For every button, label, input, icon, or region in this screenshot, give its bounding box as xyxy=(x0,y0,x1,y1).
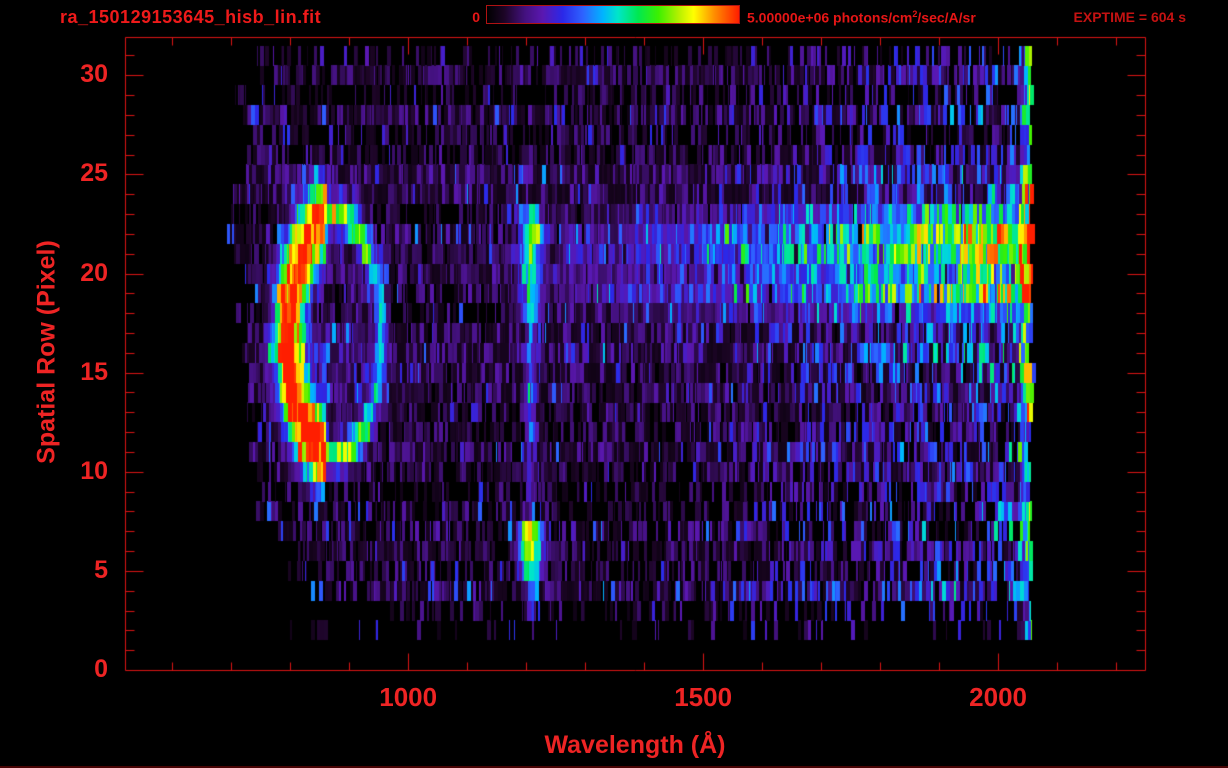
y-tick-label: 15 xyxy=(80,357,108,386)
x-tick-label: 1500 xyxy=(674,682,733,712)
colorbar-max-label: 5.00000e+06 photons/cm2/sec/A/sr xyxy=(747,9,976,26)
colorbar-gradient xyxy=(486,5,740,24)
window-frame-line-bottom xyxy=(0,766,1228,768)
exptime-label: EXPTIME = 604 s xyxy=(1073,9,1186,25)
colorbar-min-label: 0 xyxy=(472,9,480,25)
y-tick-label: 5 xyxy=(94,555,108,584)
y-axis-title: Spatial Row (Pixel) xyxy=(32,240,61,464)
colorbar-max-units: /sec/A/sr xyxy=(917,9,976,26)
y-tick-label: 10 xyxy=(80,456,108,485)
x-tick-label: 2000 xyxy=(969,682,1028,712)
y-tick-label: 30 xyxy=(80,60,108,89)
file-title: ra_150129153645_hisb_lin.fit xyxy=(60,7,322,27)
x-axis-title: Wavelength (Å) xyxy=(544,731,726,759)
colorbar-max-superscript: 2 xyxy=(912,9,918,19)
y-tick-label: 20 xyxy=(80,258,108,287)
x-tick-label: 1000 xyxy=(379,682,438,712)
y-tick-label: 25 xyxy=(80,159,108,188)
colorbar-max-value: 5.00000e+06 photons/cm xyxy=(747,9,913,26)
y-tick-label: 0 xyxy=(94,655,108,683)
